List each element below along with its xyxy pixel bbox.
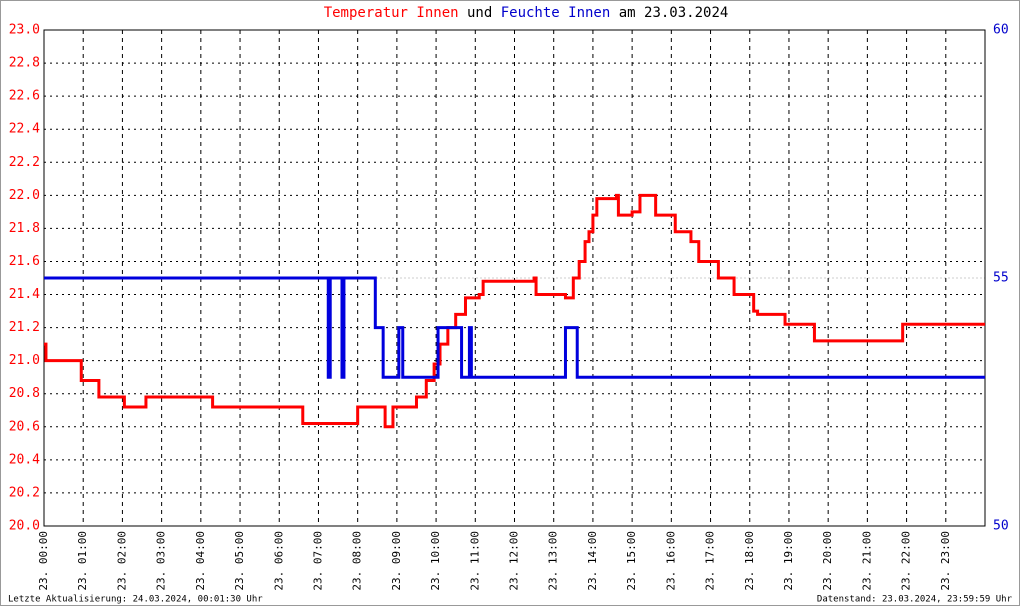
x-tick-label: 23. 22:00 [900, 531, 913, 591]
footer-left: Letzte Aktualisierung: 24.03.2024, 00:01… [8, 595, 263, 605]
y-tick-label: 21.4 [9, 287, 40, 302]
title-part: Feuchte Innen [501, 5, 611, 21]
x-tick-label: 23. 06:00 [272, 531, 285, 591]
y-tick-label: 21.6 [9, 254, 40, 269]
y2-tick-label: 50 [993, 519, 1009, 534]
title-part: und [467, 5, 492, 21]
x-tick-label: 23. 14:00 [586, 531, 599, 591]
y-tick-label: 22.2 [9, 155, 40, 170]
y-tick-label: 20.8 [9, 386, 40, 401]
x-tick-label: 23. 08:00 [351, 531, 364, 591]
title-part: am 23.03.2024 [619, 5, 729, 21]
y-tick-label: 22.8 [9, 56, 40, 71]
y2-tick-label: 55 [993, 271, 1009, 286]
x-tick-label: 23. 23:00 [939, 531, 952, 591]
x-tick-label: 23. 16:00 [664, 531, 677, 591]
y-tick-label: 22.0 [9, 188, 40, 203]
x-tick-label: 23. 10:00 [429, 531, 442, 591]
title-part: Temperatur Innen [324, 5, 459, 21]
y-tick-label: 20.2 [9, 485, 40, 500]
x-tick-label: 23. 18:00 [743, 531, 756, 591]
footer-right: Datenstand: 23.03.2024, 23:59:59 Uhr [817, 595, 1013, 605]
y-tick-label: 20.4 [9, 452, 40, 467]
y-tick-label: 23.0 [9, 23, 40, 38]
y-tick-label: 22.4 [9, 122, 40, 137]
x-tick-label: 23. 15:00 [625, 531, 638, 591]
y-tick-label: 22.6 [9, 89, 40, 104]
series-line [44, 276, 985, 379]
x-tick-label: 23. 04:00 [194, 531, 207, 591]
series-line [44, 193, 985, 429]
x-tick-label: 23. 21:00 [860, 531, 873, 591]
y2-tick-label: 60 [993, 23, 1009, 38]
x-tick-label: 23. 00:00 [37, 531, 50, 591]
x-tick-label: 23. 19:00 [782, 531, 795, 591]
y-tick-label: 20.6 [9, 419, 40, 434]
x-tick-label: 23. 13:00 [547, 531, 560, 591]
y-tick-label: 21.2 [9, 320, 40, 335]
x-tick-label: 23. 17:00 [704, 531, 717, 591]
y-tick-label: 21.8 [9, 221, 40, 236]
y-tick-label: 21.0 [9, 353, 40, 368]
chart-title: Temperatur Innen und Feuchte Innen am 23… [324, 5, 729, 21]
x-tick-label: 23. 20:00 [821, 531, 834, 591]
x-tick-label: 23. 03:00 [155, 531, 168, 591]
y-tick-label: 20.0 [9, 519, 40, 534]
x-tick-label: 23. 11:00 [468, 531, 481, 591]
x-tick-label: 23. 05:00 [233, 531, 246, 591]
x-tick-label: 23. 01:00 [76, 531, 89, 591]
x-tick-label: 23. 02:00 [115, 531, 128, 591]
x-tick-label: 23. 12:00 [508, 531, 521, 591]
x-tick-label: 23. 07:00 [311, 531, 324, 591]
x-tick-label: 23. 09:00 [390, 531, 403, 591]
